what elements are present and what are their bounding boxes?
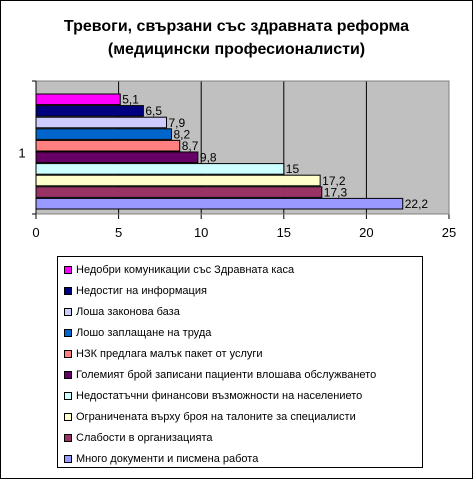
bar bbox=[36, 164, 284, 175]
data-label: 15 bbox=[286, 162, 300, 176]
legend-swatch bbox=[64, 413, 72, 421]
bar bbox=[36, 187, 322, 198]
legend-item: Лошо заплащане на труда bbox=[64, 326, 211, 340]
legend-label: Лошо заплащане на труда bbox=[76, 327, 211, 339]
x-tick-label: 0 bbox=[32, 225, 39, 240]
legend-swatch bbox=[64, 455, 72, 463]
legend-label: Ограничената върху броя на талоните за с… bbox=[76, 411, 356, 423]
bar bbox=[36, 140, 180, 151]
legend-item: НЗК предлага малък пакет от услуги bbox=[64, 347, 263, 361]
data-label: 5,1 bbox=[122, 93, 139, 107]
data-label: 6,5 bbox=[145, 104, 162, 118]
legend-item: Големият брой записани пациенти влошава … bbox=[64, 368, 376, 382]
legend-label: Големият брой записани пациенти влошава … bbox=[76, 369, 376, 381]
bar bbox=[36, 129, 171, 140]
bar bbox=[36, 106, 143, 117]
legend-item: Ограничената върху броя на талоните за с… bbox=[64, 410, 356, 424]
legend-item: Недостиг на информация bbox=[64, 284, 207, 298]
legend-swatch bbox=[64, 308, 72, 316]
legend-swatch bbox=[64, 392, 72, 400]
legend-label: Лоша законова база bbox=[76, 306, 180, 318]
legend-item: Недобри комуникации със Здравната каса bbox=[64, 263, 294, 277]
legend-item: Лоша законова база bbox=[64, 305, 180, 319]
x-tick-label: 20 bbox=[359, 225, 373, 240]
legend-label: Недобри комуникации със Здравната каса bbox=[76, 264, 294, 276]
x-tick-label: 15 bbox=[277, 225, 291, 240]
bar bbox=[36, 94, 120, 105]
data-label: 8,7 bbox=[182, 139, 199, 153]
legend-swatch bbox=[64, 287, 72, 295]
legend-item: Недостатъчни финансови възможности на на… bbox=[64, 389, 362, 403]
legend-swatch bbox=[64, 434, 72, 442]
legend-label: Недостиг на информация bbox=[76, 285, 207, 297]
x-tick-label: 5 bbox=[115, 225, 122, 240]
legend-label: НЗК предлага малък пакет от услуги bbox=[76, 348, 263, 360]
legend-label: Недостатъчни финансови възможности на на… bbox=[76, 390, 362, 402]
data-label: 9,8 bbox=[200, 151, 217, 165]
chart-legend: Недобри комуникации със Здравната каса Не… bbox=[57, 256, 423, 468]
legend-label: Много документи и писмена работа bbox=[76, 453, 258, 465]
x-tick-label: 10 bbox=[194, 225, 208, 240]
legend-label: Слабости в организацията bbox=[76, 432, 212, 444]
legend-swatch bbox=[64, 350, 72, 358]
legend-swatch bbox=[64, 371, 72, 379]
legend-swatch bbox=[64, 329, 72, 337]
x-tick-label: 25 bbox=[442, 225, 456, 240]
data-label: 22,2 bbox=[405, 197, 429, 211]
bar bbox=[36, 117, 167, 128]
bar bbox=[36, 152, 198, 163]
bar bbox=[36, 198, 403, 209]
y-category-label: 1 bbox=[18, 146, 25, 161]
legend-item: Слабости в организацията bbox=[64, 431, 212, 445]
plot-area: 0 5 10 15 20 2515,16,57,98,28,79,81517,217,32… bbox=[1, 1, 472, 251]
data-label: 17,3 bbox=[324, 185, 348, 199]
legend-swatch bbox=[64, 266, 72, 274]
bar bbox=[36, 175, 320, 186]
legend-item: Много документи и писмена работа bbox=[64, 452, 258, 466]
